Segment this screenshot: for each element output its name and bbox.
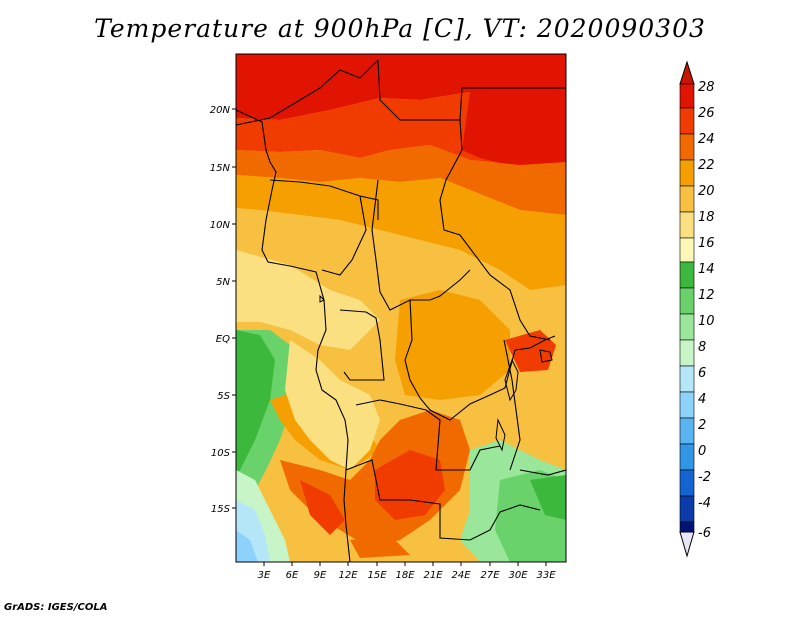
- colorbar-swatch: [679, 495, 695, 523]
- colorbar-label: 26: [698, 106, 715, 121]
- colorbar-swatch: [679, 133, 695, 161]
- colorbar-swatch: [679, 313, 695, 341]
- colorbar-swatch: [679, 417, 695, 445]
- colorbar-swatch: [679, 107, 695, 135]
- colorbar-bottom-arrow: [679, 531, 695, 558]
- colorbar-label: 14: [698, 262, 715, 277]
- map-title: Temperature at 900hPa [C], VT: 202009030…: [94, 14, 706, 43]
- lat-label: 5S: [217, 391, 230, 402]
- colorbar-label: 6: [698, 366, 706, 381]
- colorbar-swatch: [679, 261, 695, 289]
- colorbar-swatch: [679, 211, 695, 239]
- colorbar-swatch: [679, 185, 695, 213]
- lakes: [319, 294, 553, 452]
- colorbar-swatch: [679, 339, 695, 367]
- lon-label: 24E: [451, 570, 471, 581]
- credit-label: GrADS: IGES/COLA: [4, 602, 108, 613]
- lat-label: 15S: [211, 504, 231, 515]
- colorbar-label: 0: [698, 444, 706, 459]
- map-frame: [235, 53, 567, 563]
- colorbar-label: 2: [698, 418, 706, 433]
- lon-label: 3E: [258, 570, 271, 581]
- colorbar-swatch: [679, 83, 695, 109]
- colorbar-label: -6: [698, 526, 711, 541]
- lon-label: 12E: [338, 570, 358, 581]
- colorbar-label: 28: [698, 80, 715, 95]
- lat-label: 10N: [210, 220, 231, 231]
- colorbar-swatch: [679, 159, 695, 187]
- temperature-field: [236, 54, 566, 562]
- colorbar-label: 18: [698, 210, 715, 225]
- colorbar-label: 8: [698, 340, 706, 355]
- colorbar-swatch: [679, 443, 695, 471]
- colorbar-label: 10: [698, 314, 715, 329]
- lon-label: 21E: [423, 570, 443, 581]
- colorbar-swatch: [679, 391, 695, 419]
- lat-label: 5N: [216, 277, 230, 288]
- lon-label: 18E: [395, 570, 415, 581]
- lat-label: 20N: [210, 105, 231, 116]
- colorbar-label: 12: [698, 288, 715, 303]
- colorbar: 28 26 24 22 20 18 16 14 12 10 8 6 4 2 0 …: [679, 60, 715, 558]
- colorbar-label: -4: [698, 496, 711, 511]
- lon-label: 33E: [536, 570, 556, 581]
- colorbar-label: 22: [698, 158, 715, 173]
- lon-label: 6E: [286, 570, 299, 581]
- colorbar-label: 16: [698, 236, 715, 251]
- colorbar-swatch: [679, 365, 695, 393]
- colorbar-top-arrow: [679, 60, 695, 85]
- lon-label: 15E: [367, 570, 387, 581]
- lat-label: EQ: [216, 334, 230, 345]
- colorbar-label: -2: [698, 470, 711, 485]
- lon-label: 9E: [314, 570, 327, 581]
- lon-label: 30E: [508, 570, 528, 581]
- colorbar-swatch: [679, 469, 695, 497]
- colorbar-swatch: [679, 237, 695, 263]
- colorbar-swatch: [679, 521, 695, 533]
- lat-label: 10S: [211, 448, 231, 459]
- colorbar-label: 24: [698, 132, 715, 147]
- colorbar-label: 20: [698, 184, 715, 199]
- lon-label: 27E: [480, 570, 500, 581]
- lat-label: 15N: [210, 163, 231, 174]
- colorbar-swatch: [679, 287, 695, 315]
- lat-axis: 20N 15N 10N 5N EQ 5S 10S 15S: [210, 105, 236, 515]
- colorbar-label: 4: [698, 392, 706, 407]
- lon-axis: 3E 6E 9E 12E 15E 18E 21E 24E 27E 30E 33E: [258, 562, 556, 581]
